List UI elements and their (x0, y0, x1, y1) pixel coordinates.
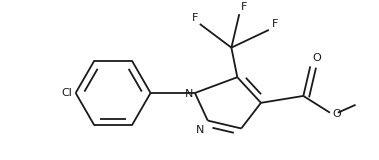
Text: Cl: Cl (62, 88, 73, 98)
Text: O: O (312, 53, 321, 63)
Text: F: F (241, 2, 247, 12)
Text: F: F (272, 19, 278, 29)
Text: O: O (332, 109, 341, 119)
Text: N: N (185, 89, 193, 99)
Text: F: F (191, 13, 198, 23)
Text: N: N (196, 124, 204, 135)
